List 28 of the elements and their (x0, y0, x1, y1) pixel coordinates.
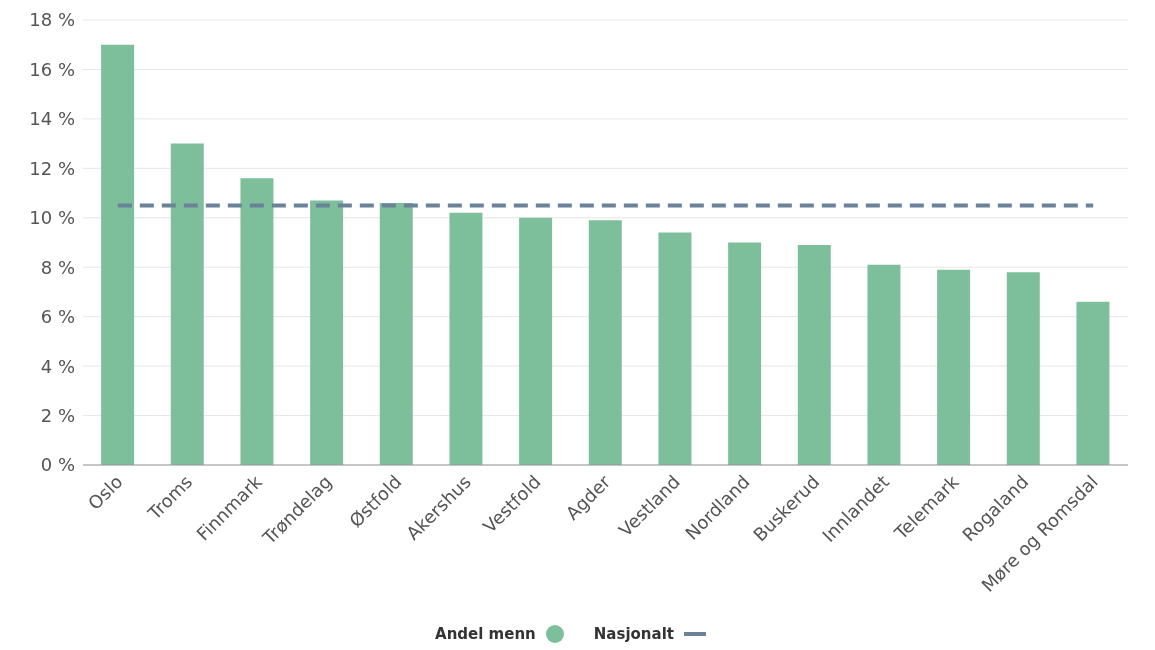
bar (379, 202, 413, 465)
bar (310, 200, 344, 465)
bar (170, 143, 204, 465)
y-tick-label: 16 % (29, 58, 75, 80)
bar (867, 264, 901, 465)
bar (519, 217, 553, 465)
bar (937, 269, 971, 465)
y-tick-label: 6 % (40, 306, 75, 328)
y-tick-label: 2 % (40, 404, 75, 426)
bar (1006, 272, 1040, 465)
y-tick-label: 14 % (29, 108, 75, 130)
bar (658, 232, 692, 465)
bar (797, 244, 831, 465)
y-tick-label: 8 % (40, 256, 75, 278)
y-tick-label: 10 % (29, 207, 75, 229)
x-tick-label: Oslo (83, 470, 127, 514)
y-tick-label: 12 % (29, 157, 75, 179)
bar (728, 242, 762, 465)
bar (588, 220, 622, 465)
y-tick-label: 4 % (40, 355, 75, 377)
legend-label: Andel menn (435, 625, 537, 643)
y-tick-label: 18 % (29, 9, 75, 31)
legend-label: Nasjonalt (593, 625, 675, 643)
bar (1076, 301, 1110, 465)
bar (449, 212, 483, 465)
bar (101, 44, 135, 465)
bar (240, 178, 274, 465)
y-tick-label: 0 % (40, 454, 75, 476)
